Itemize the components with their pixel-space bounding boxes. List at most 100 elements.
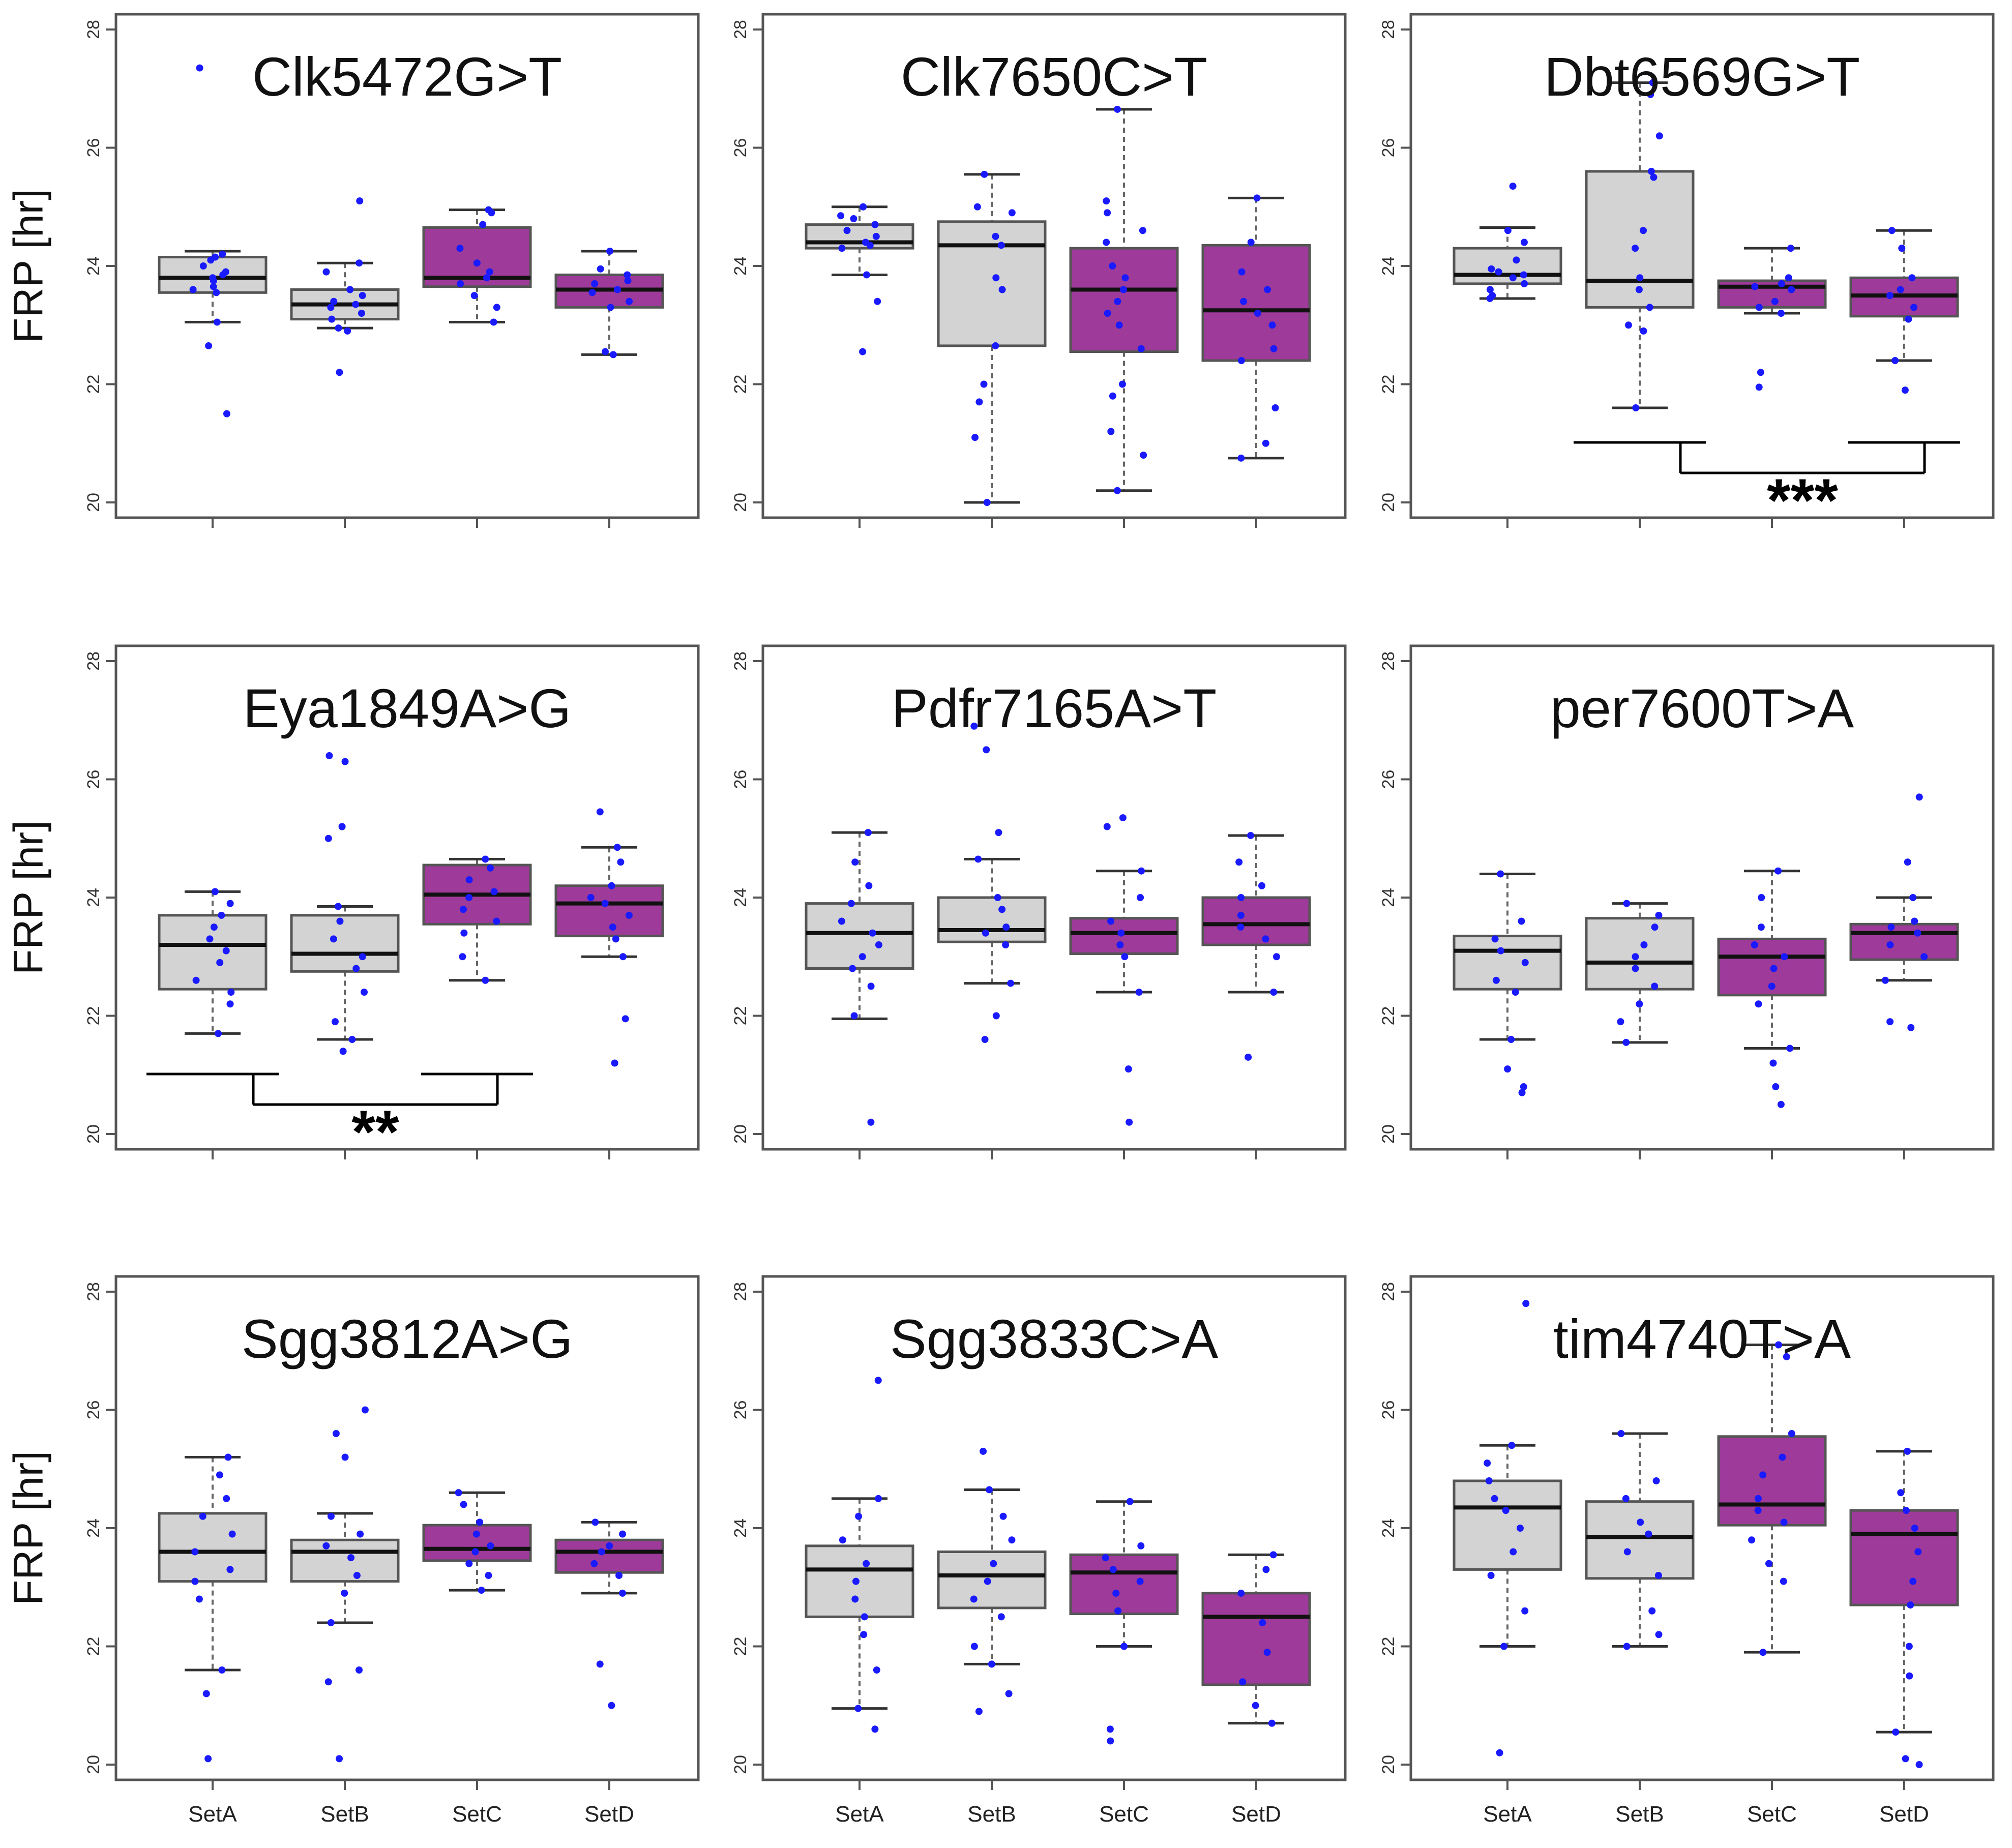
data-point	[1259, 1619, 1266, 1626]
data-point	[1268, 1719, 1276, 1727]
data-point	[1509, 274, 1517, 282]
y-tick-label: 20	[1379, 1755, 1398, 1774]
y-tick-label: 22	[1379, 1637, 1398, 1656]
data-point	[1886, 941, 1894, 948]
data-point	[191, 1577, 199, 1585]
y-tick-label: 20	[731, 1755, 750, 1774]
data-point	[847, 900, 855, 907]
data-point	[1492, 976, 1500, 984]
data-point	[330, 297, 338, 305]
data-point	[1655, 911, 1663, 919]
data-point	[866, 242, 874, 249]
data-point	[1500, 1643, 1508, 1650]
data-point	[1119, 814, 1127, 822]
data-point	[465, 1560, 473, 1567]
box-iqr	[1717, 1435, 1827, 1527]
data-point	[1104, 209, 1111, 217]
data-point	[1754, 1507, 1762, 1514]
data-point	[1007, 979, 1015, 987]
data-point	[486, 864, 494, 872]
y-tick-label: 28	[84, 1282, 103, 1301]
data-point	[1635, 286, 1643, 293]
data-point	[618, 1589, 626, 1597]
data-point	[1008, 1536, 1016, 1544]
data-point	[459, 906, 467, 913]
box-iqr	[805, 223, 914, 250]
data-point	[601, 348, 609, 355]
data-point	[211, 888, 219, 896]
data-point	[591, 280, 599, 287]
y-tick-label: 24	[1379, 888, 1398, 907]
data-point	[1904, 1447, 1911, 1455]
data-point	[990, 1560, 997, 1567]
box-iqr	[1453, 1479, 1562, 1571]
data-point	[608, 882, 615, 889]
data-point	[849, 965, 856, 972]
box-iqr	[1201, 1592, 1311, 1686]
data-point	[470, 292, 478, 300]
data-point	[611, 1059, 618, 1067]
data-point	[994, 894, 1001, 901]
data-point	[1486, 294, 1494, 302]
data-point	[205, 342, 213, 349]
data-point	[1645, 1530, 1652, 1538]
data-point	[619, 1530, 627, 1538]
data-point	[485, 1572, 492, 1579]
data-point	[1114, 297, 1121, 305]
data-point	[1632, 245, 1639, 252]
data-point	[1521, 959, 1529, 966]
data-point	[1119, 286, 1127, 293]
data-point	[1116, 941, 1124, 948]
data-point	[608, 1702, 615, 1709]
data-point	[192, 976, 200, 984]
data-point	[974, 855, 982, 863]
data-point	[1780, 1518, 1788, 1526]
data-point	[1783, 1353, 1790, 1360]
significance-bracket: **	[146, 1072, 533, 1166]
y-axis-label: FRP [hr]	[6, 820, 52, 975]
data-point	[609, 923, 616, 931]
data-point	[219, 250, 226, 258]
data-point	[869, 929, 876, 937]
data-point	[998, 906, 1006, 913]
data-point	[483, 274, 491, 282]
data-point	[1623, 1643, 1631, 1650]
data-point	[336, 369, 343, 376]
panel-1: 20 22 24 26 28 FRP [hr] Clk5472G>T	[6, 13, 700, 528]
data-point	[1107, 1737, 1114, 1745]
data-point	[336, 917, 344, 925]
box-SetB	[937, 722, 1047, 1043]
data-point	[590, 1560, 598, 1567]
data-point	[1757, 923, 1765, 931]
box-SetC	[422, 206, 532, 326]
data-point	[1649, 79, 1656, 86]
y-tick-label: 28	[84, 20, 103, 39]
box-SetB	[1585, 900, 1695, 1046]
data-point	[873, 1666, 880, 1674]
data-point	[210, 283, 217, 290]
data-point	[471, 1548, 479, 1556]
data-point	[361, 1406, 369, 1414]
data-point	[1103, 239, 1110, 246]
data-point	[852, 1577, 860, 1585]
data-point	[1240, 297, 1248, 305]
data-point	[1264, 286, 1271, 293]
data-point	[1911, 917, 1918, 925]
data-point	[992, 342, 999, 349]
data-point	[226, 1566, 234, 1573]
data-point	[1138, 867, 1145, 875]
data-point	[358, 310, 365, 317]
y-tick-label: 24	[84, 1518, 103, 1538]
box-SetA	[158, 64, 268, 418]
data-point	[864, 829, 872, 837]
data-point	[490, 888, 498, 896]
data-point	[1252, 1702, 1259, 1709]
y-tick-label: 22	[731, 1006, 750, 1026]
data-point	[1262, 439, 1269, 447]
data-point	[1901, 386, 1909, 394]
data-point	[486, 268, 493, 276]
panel-8: 20 22 24 26 28 SetA SetB SetC SetD Sgg3833C>A	[731, 1275, 1347, 1827]
data-point	[1137, 345, 1145, 352]
data-point	[1892, 1728, 1900, 1736]
y-tick-label: 24	[1379, 1518, 1398, 1538]
